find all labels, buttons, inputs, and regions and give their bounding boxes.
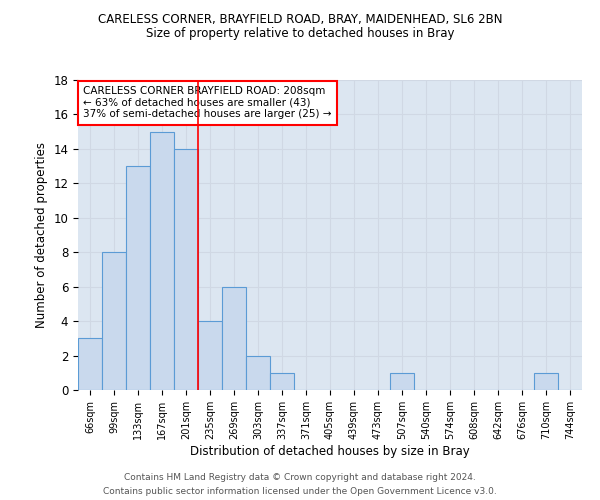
Y-axis label: Number of detached properties: Number of detached properties (35, 142, 48, 328)
Text: Contains public sector information licensed under the Open Government Licence v3: Contains public sector information licen… (103, 486, 497, 496)
X-axis label: Distribution of detached houses by size in Bray: Distribution of detached houses by size … (190, 444, 470, 458)
Bar (150, 132, 174, 390)
Bar (390, 373, 414, 390)
Text: CARELESS CORNER, BRAYFIELD ROAD, BRAY, MAIDENHEAD, SL6 2BN: CARELESS CORNER, BRAYFIELD ROAD, BRAY, M… (98, 12, 502, 26)
Bar (78, 338, 102, 390)
Bar (270, 373, 294, 390)
Bar (126, 166, 150, 390)
Text: Size of property relative to detached houses in Bray: Size of property relative to detached ho… (146, 28, 454, 40)
Bar (198, 321, 222, 390)
Text: Contains HM Land Registry data © Crown copyright and database right 2024.: Contains HM Land Registry data © Crown c… (124, 473, 476, 482)
Bar (534, 373, 558, 390)
Bar (174, 149, 198, 390)
Bar (102, 252, 126, 390)
Bar (246, 356, 270, 390)
Text: CARELESS CORNER BRAYFIELD ROAD: 208sqm
← 63% of detached houses are smaller (43): CARELESS CORNER BRAYFIELD ROAD: 208sqm ←… (83, 86, 332, 120)
Bar (222, 286, 246, 390)
